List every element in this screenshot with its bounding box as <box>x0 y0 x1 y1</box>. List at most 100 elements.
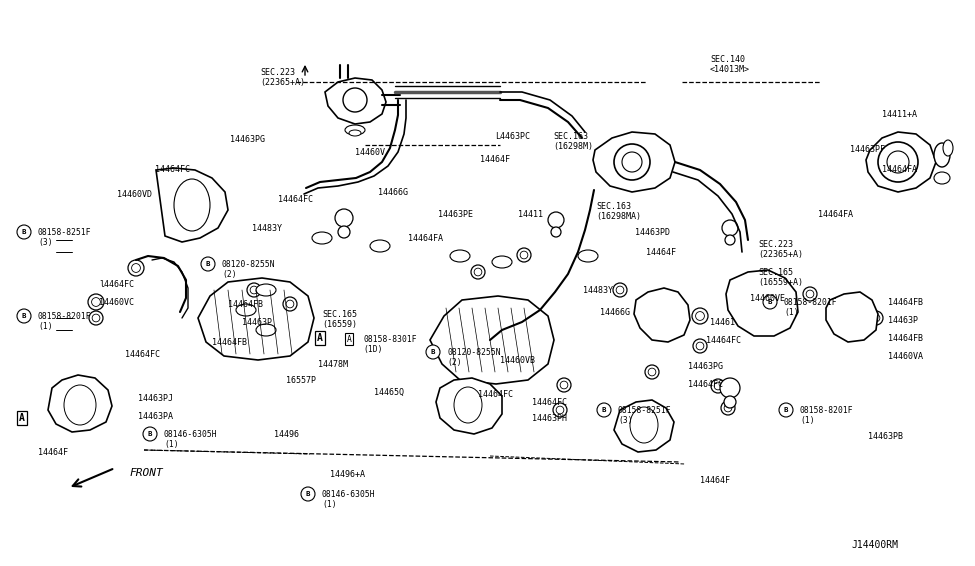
Circle shape <box>869 311 883 325</box>
Text: SEC.140
<14013M>: SEC.140 <14013M> <box>710 55 750 74</box>
Text: B: B <box>148 431 152 437</box>
Text: B: B <box>21 229 26 235</box>
Text: 16557P: 16557P <box>286 376 316 385</box>
Text: B: B <box>431 349 435 355</box>
Text: B: B <box>306 491 310 497</box>
Circle shape <box>93 314 99 322</box>
Circle shape <box>251 286 257 294</box>
Text: 14463PA: 14463PA <box>138 412 173 421</box>
Text: SEC.163
(16298MA): SEC.163 (16298MA) <box>596 202 641 221</box>
Circle shape <box>301 487 315 501</box>
Circle shape <box>426 345 440 359</box>
Circle shape <box>722 220 738 236</box>
Circle shape <box>873 314 879 322</box>
Text: 08158-8201F
(1): 08158-8201F (1) <box>784 298 838 318</box>
Text: l4464FC: l4464FC <box>99 280 134 289</box>
Circle shape <box>89 311 103 325</box>
Polygon shape <box>593 132 675 192</box>
Text: 14464F: 14464F <box>700 476 730 485</box>
Ellipse shape <box>934 143 950 167</box>
Ellipse shape <box>454 387 482 423</box>
Circle shape <box>88 294 104 310</box>
Circle shape <box>556 406 564 414</box>
Ellipse shape <box>630 407 658 443</box>
Polygon shape <box>156 168 228 242</box>
Text: 14464FC: 14464FC <box>125 350 160 359</box>
Text: 14411: 14411 <box>518 210 543 219</box>
Text: 14463P: 14463P <box>242 318 272 327</box>
Polygon shape <box>325 78 386 124</box>
Text: 14411+A: 14411+A <box>882 110 917 119</box>
Ellipse shape <box>64 385 96 425</box>
Ellipse shape <box>256 324 276 336</box>
Text: 14483Y: 14483Y <box>252 224 282 233</box>
Text: 14463PG: 14463PG <box>230 135 265 144</box>
Text: 08158-8201F
(1): 08158-8201F (1) <box>38 312 92 332</box>
Text: 14460VE: 14460VE <box>750 294 785 303</box>
Text: 14460VC: 14460VC <box>99 298 134 307</box>
Circle shape <box>613 283 627 297</box>
Circle shape <box>779 403 793 417</box>
Text: 14464FB: 14464FB <box>888 334 923 343</box>
Circle shape <box>553 403 567 417</box>
Text: SEC.223
(22365+A): SEC.223 (22365+A) <box>758 240 803 259</box>
Circle shape <box>201 257 215 271</box>
Circle shape <box>724 404 732 412</box>
Circle shape <box>247 283 261 297</box>
Circle shape <box>92 298 100 306</box>
Text: B: B <box>206 261 211 267</box>
Circle shape <box>714 382 721 390</box>
Text: 14464FB: 14464FB <box>212 338 247 347</box>
Text: 14483Y: 14483Y <box>583 286 613 295</box>
Text: 14463PE: 14463PE <box>438 210 473 219</box>
Circle shape <box>693 339 707 353</box>
Circle shape <box>833 303 847 317</box>
Circle shape <box>17 309 31 323</box>
Circle shape <box>720 378 740 398</box>
Ellipse shape <box>450 250 470 262</box>
Ellipse shape <box>370 240 390 252</box>
Ellipse shape <box>943 140 953 156</box>
Circle shape <box>744 300 752 308</box>
Circle shape <box>474 268 482 276</box>
Text: 08158-8301F
(1D): 08158-8301F (1D) <box>363 335 416 354</box>
Circle shape <box>143 427 157 441</box>
Text: L4463PC: L4463PC <box>495 132 530 141</box>
Circle shape <box>283 297 297 311</box>
Polygon shape <box>634 288 690 342</box>
Text: 14464FC: 14464FC <box>706 336 741 345</box>
Text: 14464FA: 14464FA <box>882 165 917 174</box>
Text: 14460VD: 14460VD <box>117 190 152 199</box>
Circle shape <box>692 308 708 324</box>
Circle shape <box>338 226 350 238</box>
Polygon shape <box>726 270 798 336</box>
Text: A: A <box>20 413 25 423</box>
Ellipse shape <box>349 130 361 136</box>
Text: SEC.223
(22365+A): SEC.223 (22365+A) <box>260 68 305 87</box>
Circle shape <box>616 286 624 294</box>
Circle shape <box>725 235 735 245</box>
Circle shape <box>561 381 567 389</box>
Text: 14463PG: 14463PG <box>688 362 723 371</box>
Circle shape <box>471 265 485 279</box>
Circle shape <box>520 251 527 259</box>
Text: B: B <box>21 313 26 319</box>
Text: 08146-6305H
(1): 08146-6305H (1) <box>164 430 217 449</box>
Text: 14460VA: 14460VA <box>888 352 923 361</box>
Text: SEC.165
(16559): SEC.165 (16559) <box>322 310 357 329</box>
Text: 14464FA: 14464FA <box>818 210 853 219</box>
Text: 14463PJ: 14463PJ <box>138 394 173 403</box>
Circle shape <box>763 295 777 309</box>
Text: B: B <box>602 407 606 413</box>
Circle shape <box>128 260 144 276</box>
Circle shape <box>286 300 293 308</box>
Polygon shape <box>826 292 878 342</box>
Text: 14464FC: 14464FC <box>688 380 723 389</box>
Ellipse shape <box>236 304 256 316</box>
Text: 14463PH: 14463PH <box>532 414 567 423</box>
Text: 14478M: 14478M <box>318 360 348 369</box>
Text: 14466G: 14466G <box>600 308 630 317</box>
Text: 14464FC: 14464FC <box>478 390 513 399</box>
Ellipse shape <box>492 256 512 268</box>
Polygon shape <box>48 375 112 432</box>
